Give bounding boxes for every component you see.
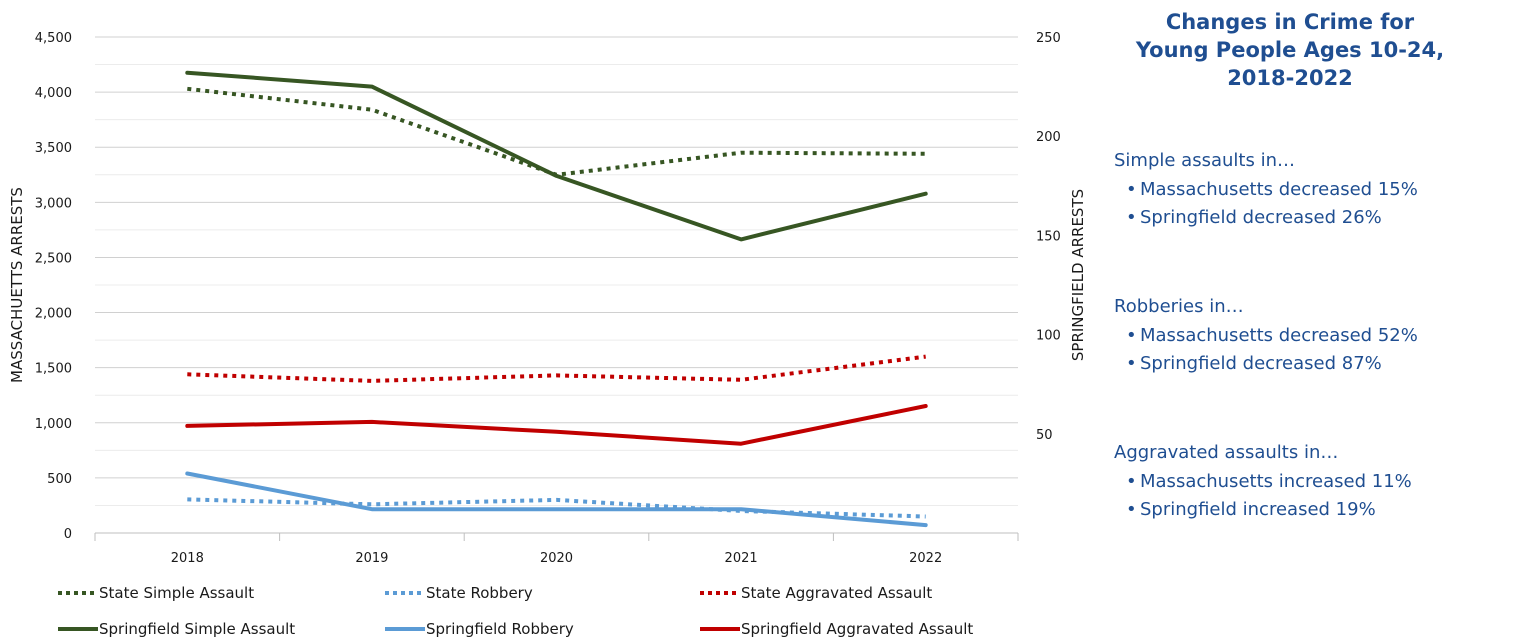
- bullet-text: Springfield increased 19%: [1140, 499, 1376, 520]
- bullet-icon: •: [1126, 207, 1137, 228]
- legend-label: State Simple Assault: [99, 584, 254, 602]
- bullet-icon: •: [1126, 325, 1137, 346]
- right-tick-label: 50: [1036, 428, 1053, 443]
- x-tick-label: 2022: [909, 551, 942, 566]
- bullet-icon: •: [1126, 353, 1137, 374]
- bullet-text: Massachusetts decreased 15%: [1140, 179, 1418, 200]
- series-line-state-aggravated-assault: [187, 354, 926, 383]
- x-tick-label: 2018: [171, 551, 204, 566]
- x-tick-label: 2020: [540, 551, 573, 566]
- bullet-item: • Springfield decreased 87%: [1114, 350, 1418, 378]
- right-axis-title: SPRINGFIELD ARRESTS: [1069, 189, 1087, 361]
- bullet-item: • Springfield decreased 26%: [1114, 204, 1418, 232]
- right-tick-label: 150: [1036, 229, 1061, 244]
- simple-assault-group: Simple assaults in… • Massachusetts decre…: [1114, 148, 1418, 232]
- left-axis-title: MASSACHUETTS ARRESTS: [8, 187, 26, 383]
- left-tick-label: 2,000: [35, 307, 72, 322]
- summary-title-line: 2018-2022: [1227, 66, 1353, 90]
- left-tick-label: 0: [64, 527, 72, 542]
- robbery-group: Robberies in… • Massachusetts decreased 5…: [1114, 294, 1418, 378]
- left-tick-label: 500: [47, 472, 72, 487]
- left-tick-label: 4,000: [35, 86, 72, 101]
- summary-title: Changes in Crime for Young People Ages 1…: [1100, 8, 1480, 92]
- legend-label: Springfield Aggravated Assault: [741, 620, 973, 638]
- right-axis-ticks: 50 100 150 200 250: [1036, 31, 1061, 443]
- bullet-text: Springfield decreased 26%: [1140, 207, 1382, 228]
- legend-label: State Robbery: [426, 584, 533, 602]
- bullet-item: • Massachusetts increased 11%: [1114, 468, 1412, 496]
- bullet-icon: •: [1126, 179, 1137, 200]
- left-tick-label: 2,500: [35, 251, 72, 266]
- series-line-springfield-robbery: [185, 471, 928, 528]
- series-lines: [185, 70, 928, 528]
- legend-label: Springfield Robbery: [426, 620, 574, 638]
- series-line-springfield-simple-assault: [185, 70, 928, 242]
- left-tick-label: 3,500: [35, 141, 72, 156]
- group-heading: Robberies in…: [1114, 296, 1244, 317]
- left-tick-label: 3,000: [35, 196, 72, 211]
- series-line-state-simple-assault: [187, 86, 926, 177]
- left-axis-ticks: 0 500 1,000 1,500 2,000 2,500 3,000 3,500 4,000 4…: [35, 31, 72, 542]
- bullet-text: Massachusetts decreased 52%: [1140, 325, 1418, 346]
- gridlines: [94, 36, 1019, 541]
- bullet-icon: •: [1126, 471, 1137, 492]
- right-tick-label: 200: [1036, 130, 1061, 145]
- x-tick-label: 2019: [355, 551, 388, 566]
- legend-label: Springfield Simple Assault: [99, 620, 295, 638]
- summary-panel: Changes in Crime for Young People Ages 1…: [1100, 0, 1534, 644]
- bullet-text: Springfield decreased 87%: [1140, 353, 1382, 374]
- summary-title-line: Changes in Crime for: [1165, 10, 1415, 34]
- aggravated-assault-group: Aggravated assaults in… • Massachusetts i…: [1114, 440, 1412, 524]
- left-tick-label: 1,000: [35, 417, 72, 432]
- x-axis-ticks: 2018 2019 2020 2021 2022: [171, 551, 942, 566]
- legend: State Simple Assault State Robbery State A…: [58, 584, 973, 638]
- left-tick-label: 4,500: [35, 31, 72, 46]
- bullet-item: • Springfield increased 19%: [1114, 496, 1412, 524]
- right-tick-label: 100: [1036, 329, 1061, 344]
- legend-label: State Aggravated Assault: [741, 584, 932, 602]
- bullet-item: • Massachusetts decreased 15%: [1114, 176, 1418, 204]
- bullet-icon: •: [1126, 499, 1137, 520]
- group-heading: Aggravated assaults in…: [1114, 442, 1339, 463]
- group-heading: Simple assaults in…: [1114, 150, 1295, 171]
- summary-title-line: Young People Ages 10-24,: [1135, 38, 1445, 62]
- bullet-text: Massachusetts increased 11%: [1140, 471, 1412, 492]
- bullet-item: • Massachusetts decreased 52%: [1114, 322, 1418, 350]
- x-tick-label: 2021: [725, 551, 758, 566]
- series-line-springfield-aggravated-assault: [185, 404, 928, 446]
- left-tick-label: 1,500: [35, 362, 72, 377]
- right-tick-label: 250: [1036, 31, 1061, 46]
- dual-axis-line-chart: 0 500 1,000 1,500 2,000 2,500 3,000 3,500 4,000 4…: [8, 31, 1087, 638]
